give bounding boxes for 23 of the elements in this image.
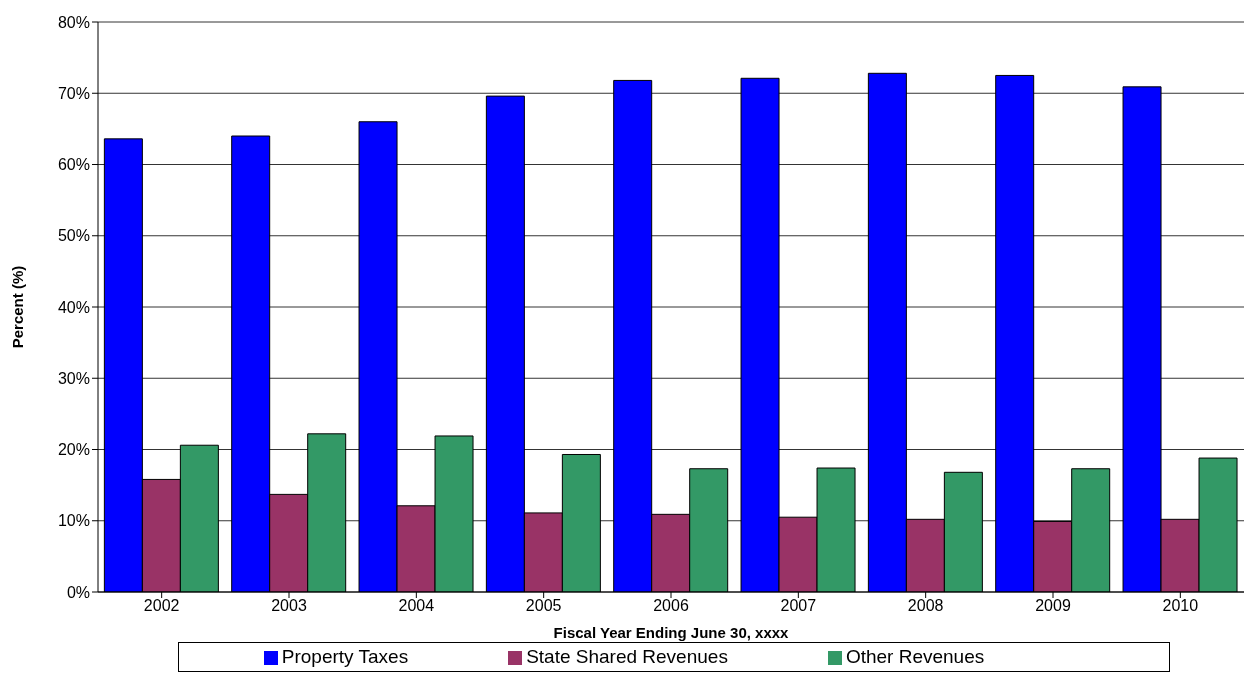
legend-label: Property Taxes xyxy=(281,646,409,667)
x-tick-label: 2010 xyxy=(1162,597,1199,615)
x-tick-label: 2009 xyxy=(1035,597,1071,615)
y-axis-title: Percent (%) xyxy=(9,265,27,349)
legend-label: State Shared Revenues xyxy=(526,646,728,667)
y-tick-label: 30% xyxy=(57,369,90,387)
x-tick-label: 2006 xyxy=(653,597,689,615)
x-tick-label: 2008 xyxy=(907,597,944,615)
x-tick-label: 2005 xyxy=(525,597,562,615)
x-tick-label: 2003 xyxy=(271,597,307,615)
y-tick-label: 80% xyxy=(57,13,90,31)
x-tick-label: 2007 xyxy=(780,597,817,615)
y-tick-label: 70% xyxy=(57,84,90,102)
y-tick-label: 60% xyxy=(57,156,90,174)
y-tick-label: 20% xyxy=(57,441,90,459)
y-tick-label: 10% xyxy=(57,512,90,530)
y-tick-label: 40% xyxy=(57,298,90,316)
x-axis-title: Fiscal Year Ending June 30, xxxx xyxy=(553,624,790,641)
legend-label: Other Revenues xyxy=(845,646,985,667)
x-tick-label: 2002 xyxy=(143,597,180,615)
y-tick-label: 0% xyxy=(66,583,90,601)
y-tick-label: 50% xyxy=(57,227,90,245)
x-tick-label: 2004 xyxy=(398,597,435,615)
